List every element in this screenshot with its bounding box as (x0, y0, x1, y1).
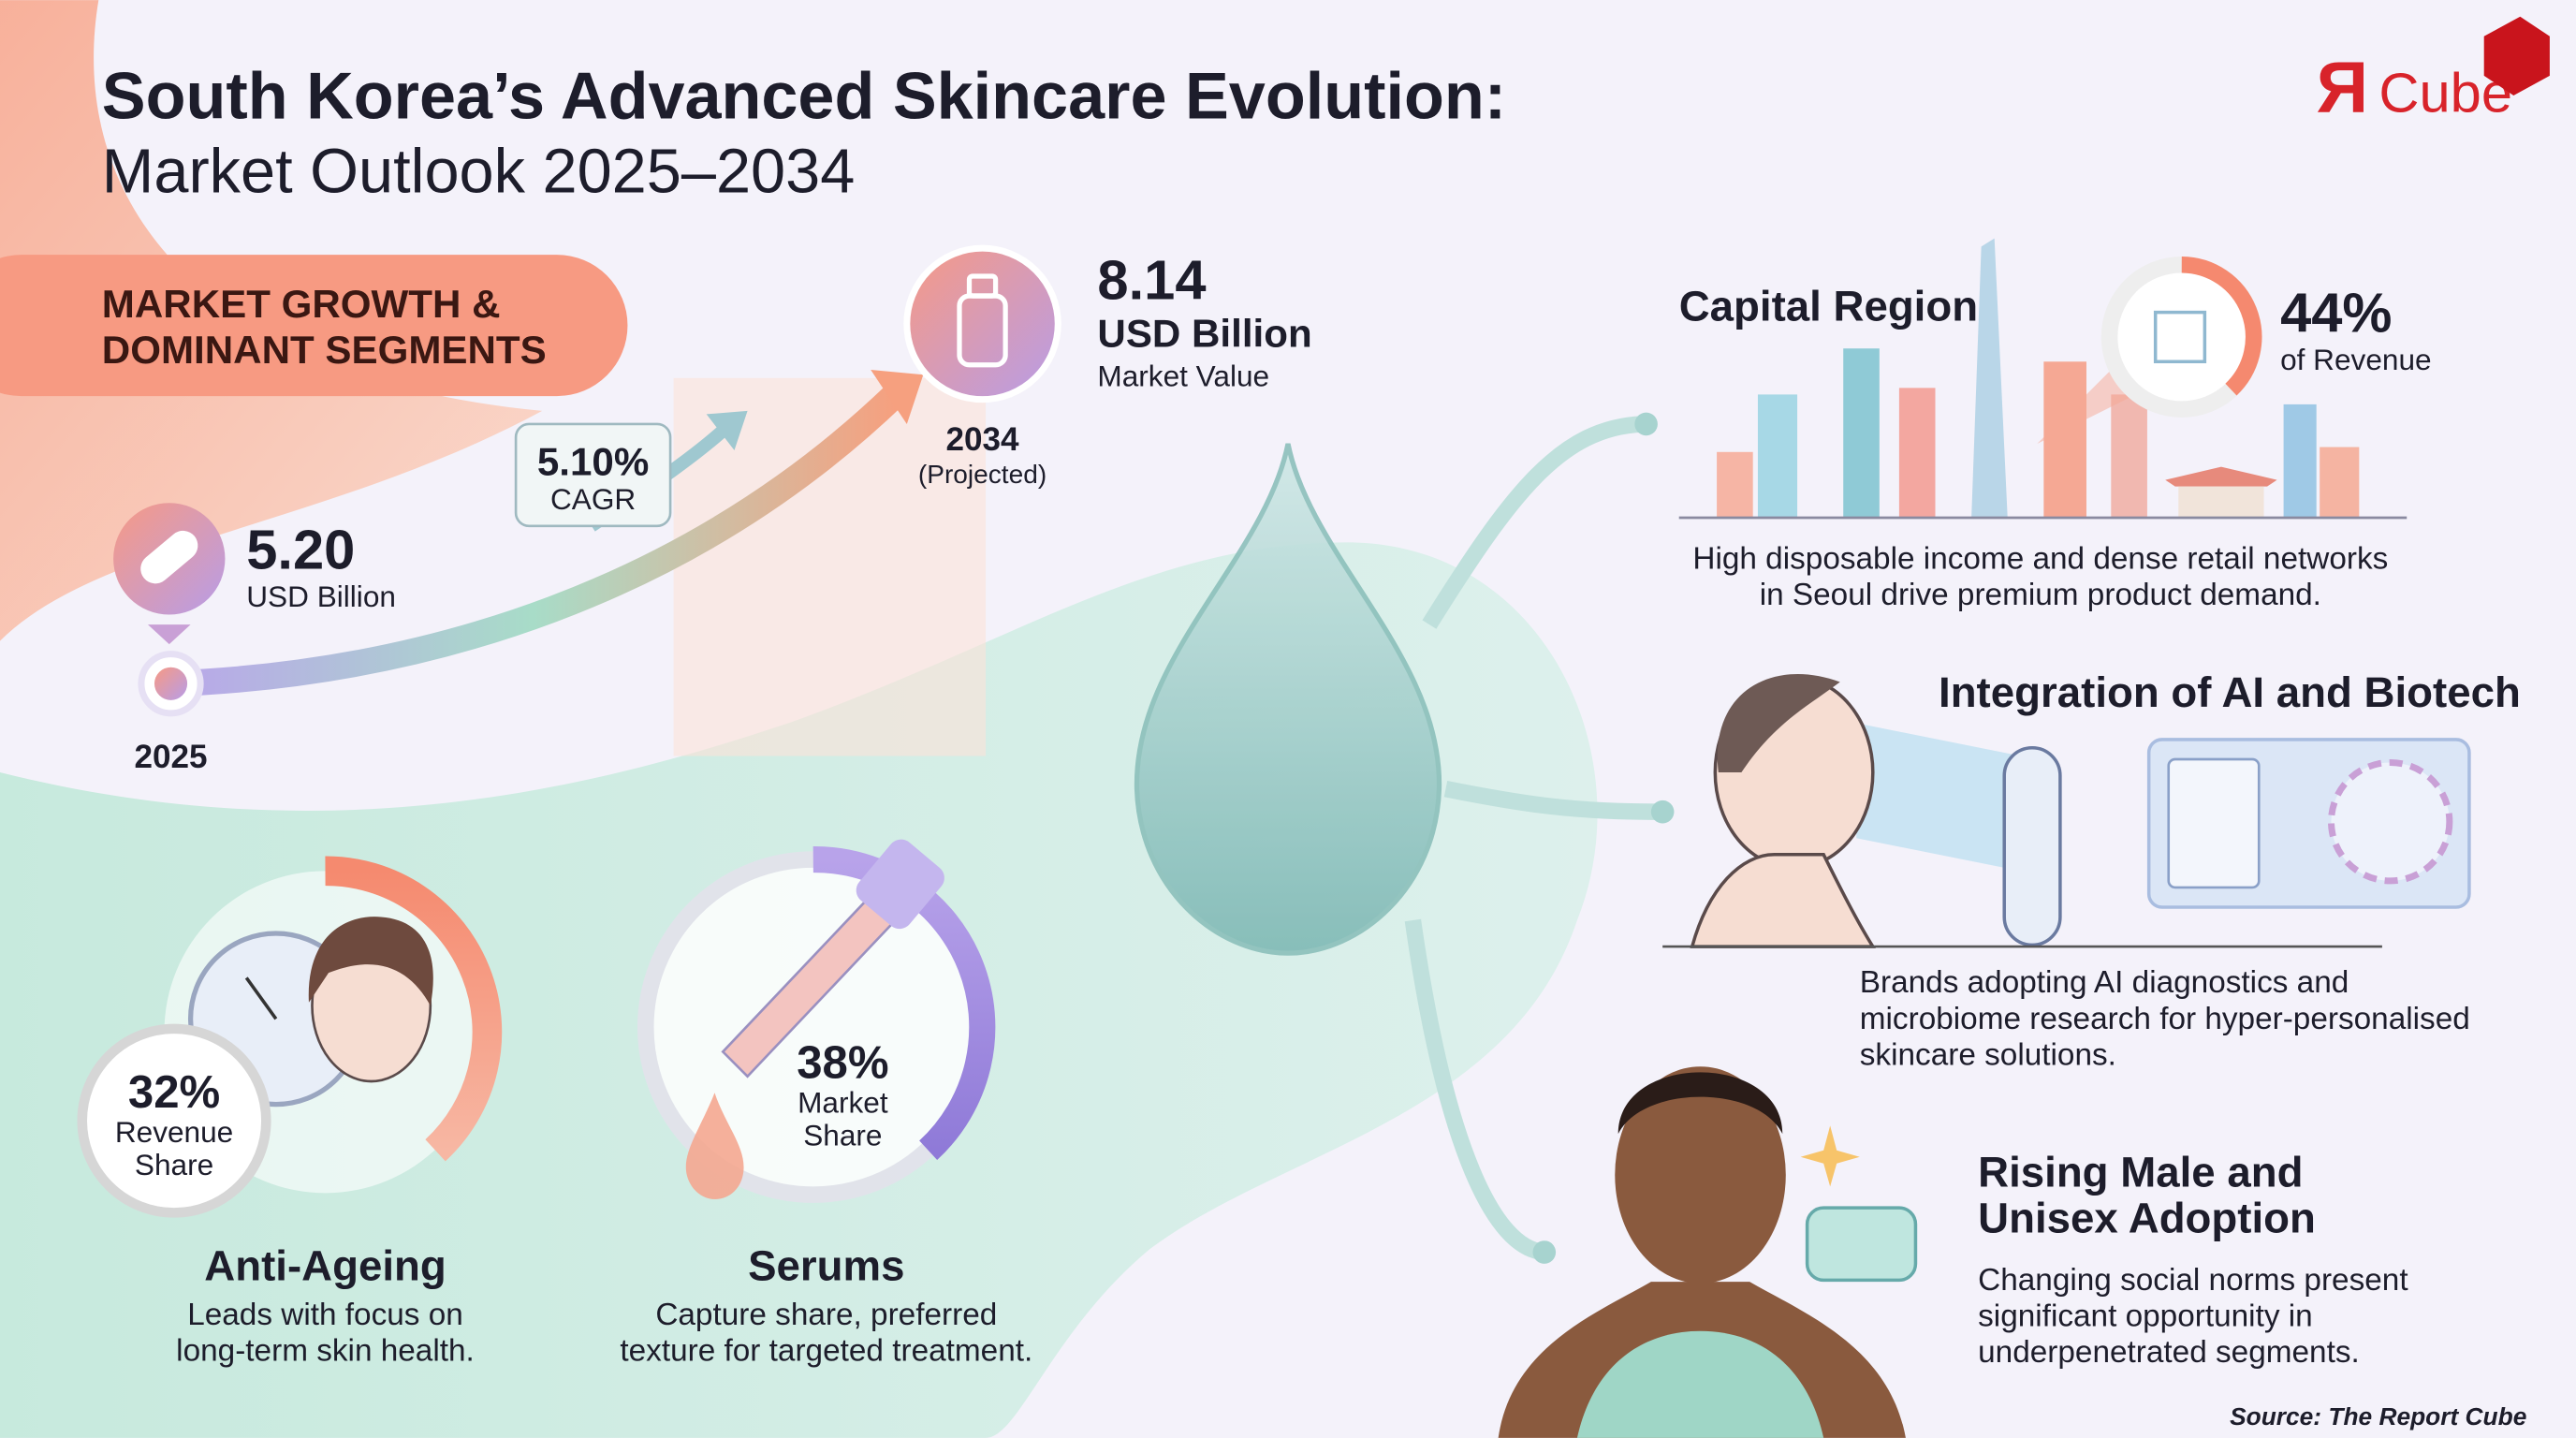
title: South Korea’s Advanced Skincare Evolutio… (102, 59, 1506, 133)
node (1634, 412, 1658, 436)
segment-share: 32% (128, 1067, 220, 1118)
end-unit: USD Billion (1097, 311, 1311, 355)
heading-pill (0, 255, 628, 397)
connector (1443, 780, 1660, 820)
driver-title: Integration of AI and Biotech (1939, 668, 2521, 716)
shirt (1576, 1330, 1824, 1438)
driver-desc: High disposable income and dense retail … (1692, 541, 2388, 576)
hair (1717, 673, 1840, 773)
start-point-core (154, 667, 188, 700)
start-value: 5.20 (246, 518, 355, 580)
node (1532, 1240, 1557, 1264)
skyline (1678, 238, 2408, 520)
driver-desc: significant opportunity in (1978, 1299, 2313, 1334)
segment-share-label: Revenue (115, 1115, 233, 1149)
microbe-icon (2327, 759, 2453, 885)
capital-share: 44% (2280, 282, 2392, 345)
hair (308, 917, 433, 1006)
logo-cube (2483, 16, 2550, 95)
scanner (2002, 745, 2062, 947)
peach-blob (0, 0, 543, 641)
face (1615, 1066, 1786, 1284)
driver-title: Unisex Adoption (1978, 1194, 2316, 1241)
city-icon (2153, 310, 2207, 364)
lab-card (2167, 757, 2261, 889)
segment-share-label: Share (803, 1118, 882, 1152)
clock-hand (244, 976, 278, 1020)
serum-drop (685, 1093, 744, 1199)
building (1757, 394, 1798, 518)
sparkle (1800, 1125, 1860, 1187)
pin-tip (147, 624, 191, 645)
start-unit: USD Billion (246, 580, 396, 613)
section-heading: DOMINANT SEGMENTS (102, 328, 547, 372)
building (1843, 348, 1880, 518)
scan-beam (1856, 723, 2021, 872)
share-arc (2181, 256, 2262, 396)
driver-desc: Changing social norms present (1978, 1263, 2408, 1298)
driver-desc: skincare solutions. (1860, 1037, 2116, 1072)
dropper-bulb (856, 839, 944, 930)
segment-desc: Capture share, preferred (655, 1298, 997, 1332)
logo-mark: Я (2317, 47, 2369, 127)
segment-desc: Leads with focus on (187, 1298, 463, 1332)
palace (2178, 486, 2264, 518)
cream-jar (1805, 1206, 1918, 1283)
driver-title: Capital Region (1679, 282, 1978, 330)
share-badge (77, 1023, 271, 1218)
segment-share-label: Market (798, 1085, 888, 1119)
source: Source: The Report Cube (2230, 1402, 2526, 1431)
building (2283, 404, 2317, 518)
driver-desc: underpenetrated segments. (1978, 1335, 2360, 1370)
cagr-box (514, 422, 672, 528)
growth-arrow (157, 381, 909, 697)
end-label: Market Value (1097, 360, 1269, 393)
segment-share: 38% (797, 1037, 888, 1088)
segment-ring (325, 856, 503, 1162)
cagr-arrow-head (706, 410, 748, 451)
connector (1404, 918, 1546, 1261)
building (2111, 394, 2147, 518)
driver-desc: in Seoul drive premium product demand. (1760, 578, 2321, 612)
cagr-value: 5.10% (537, 439, 649, 483)
building (1898, 388, 1936, 518)
driver-title: Rising Male and (1978, 1148, 2303, 1196)
water-drop (1134, 443, 1442, 956)
arrow-head (871, 370, 924, 424)
segment-desc: long-term skin health. (176, 1333, 475, 1368)
end-note: (Projected) (918, 460, 1046, 489)
start-year: 2025 (134, 739, 207, 775)
neck (1690, 853, 1876, 948)
segment-share-label: Share (135, 1148, 213, 1181)
capital-share-label: of Revenue (2280, 343, 2432, 376)
driver-desc: Brands adopting AI diagnostics and (1860, 965, 2349, 1000)
end-value: 8.14 (1097, 249, 1206, 312)
node (1650, 800, 1675, 824)
driver-desc: microbiome research for hyper-personalis… (1860, 1002, 2470, 1036)
building (1717, 451, 1753, 518)
segment-name: Anti-Ageing (204, 1241, 446, 1289)
end-year: 2034 (946, 421, 1020, 458)
capsule-icon (140, 530, 198, 584)
connector (1422, 416, 1644, 629)
end-orb (903, 244, 1061, 404)
bottle-cap (966, 273, 999, 299)
building (2320, 447, 2360, 518)
palace-roof (2165, 466, 2277, 487)
tower (1971, 238, 2008, 518)
segment-name: Serums (748, 1241, 904, 1289)
section-heading: MARKET GROWTH & (102, 282, 501, 326)
building (2043, 361, 2086, 518)
segment-desc: texture for targeted treatment. (620, 1333, 1032, 1368)
subtitle: Market Outlook 2025–2034 (102, 137, 855, 206)
hair (1617, 1072, 1783, 1135)
cagr-label: CAGR (550, 482, 636, 516)
